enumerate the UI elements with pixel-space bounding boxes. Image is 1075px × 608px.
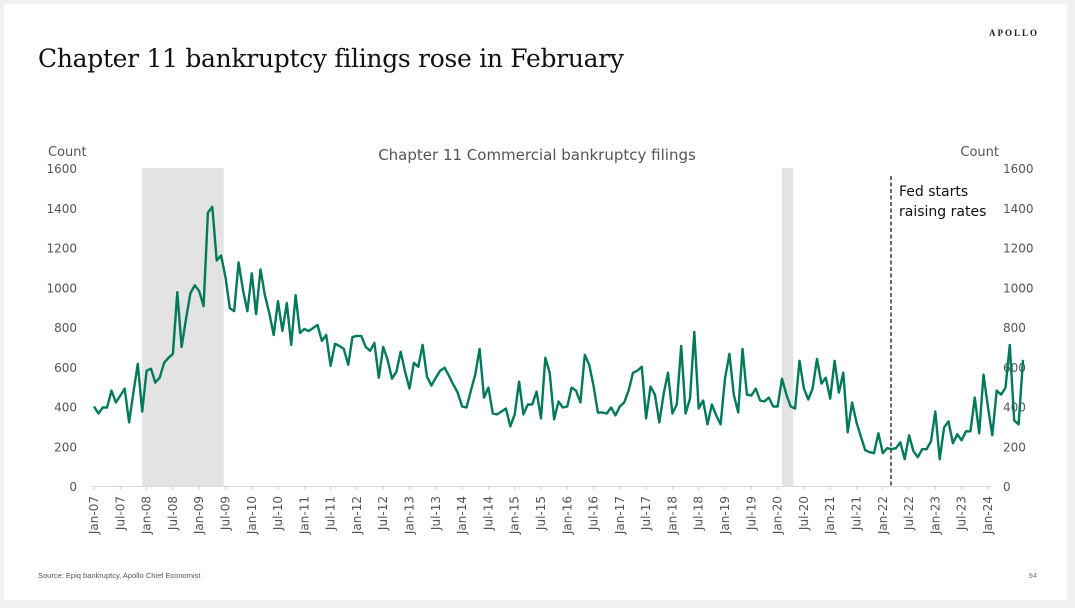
x-tick-Jul-14: Jul-14 <box>481 496 495 531</box>
x-tick-Jul-15: Jul-15 <box>534 496 548 531</box>
x-tick-Jan-10: Jan-10 <box>245 496 259 535</box>
x-tick-Jul-08: Jul-08 <box>166 496 180 531</box>
x-tick-Jan-24: Jan-24 <box>981 496 995 535</box>
fed-annotation: Fed starts raising rates <box>890 176 986 488</box>
x-tick-Jan-14: Jan-14 <box>455 496 469 535</box>
x-tick-Jan-16: Jan-16 <box>560 496 574 535</box>
brand-logo: APOLLO <box>988 28 1039 38</box>
x-tick-Jan-20: Jan-20 <box>771 496 785 535</box>
x-tick-Jan-19: Jan-19 <box>718 496 732 535</box>
y-tick-right-1000: 1000 <box>1003 281 1034 295</box>
slide-title: Chapter 11 bankruptcy filings rose in Fe… <box>38 44 624 73</box>
x-tick-Jul-11: Jul-11 <box>324 496 338 531</box>
series-line-chapter11-filings <box>92 205 1025 461</box>
x-tick-Jul-17: Jul-17 <box>639 496 653 531</box>
chart-title: Chapter 11 Commercial bankruptcy filings <box>378 146 696 164</box>
x-tick-Jul-20: Jul-20 <box>797 496 811 531</box>
y-tick-left-1200: 1200 <box>46 242 77 256</box>
x-tick-Jan-11: Jan-11 <box>297 496 311 535</box>
y-tick-right-1600: 1600 <box>1003 162 1034 176</box>
x-tick-Jul-21: Jul-21 <box>849 496 863 531</box>
y-tick-right-1400: 1400 <box>1003 202 1034 216</box>
fed-annotation-line1: Fed starts <box>899 184 968 200</box>
recession-shading-group <box>142 168 794 486</box>
x-axis: Jan-07 Jul-07 Jan-08 Jul-08 Jan-09 Jul-09 Jan-… <box>87 486 995 535</box>
y-tick-left-0: 0 <box>69 480 77 494</box>
x-tick-Jan-22: Jan-22 <box>876 496 890 535</box>
x-tick-Jan-18: Jan-18 <box>665 496 679 535</box>
x-tick-Jul-12: Jul-12 <box>376 496 390 531</box>
x-tick-Jul-22: Jul-22 <box>902 496 916 531</box>
x-tick-Jul-16: Jul-16 <box>587 496 601 531</box>
x-tick-Jan-08: Jan-08 <box>140 496 154 535</box>
x-tick-Jul-18: Jul-18 <box>692 496 706 531</box>
x-tick-Jan-21: Jan-21 <box>823 496 837 535</box>
y-tick-left-800: 800 <box>54 321 77 335</box>
y-tick-left-400: 400 <box>54 401 77 415</box>
x-tick-Jul-10: Jul-10 <box>271 496 285 531</box>
x-tick-Jan-23: Jan-23 <box>928 496 942 535</box>
source-note: Source: Epiq bankruptcy, Apollo Chief Ec… <box>38 571 201 580</box>
y-tick-right-0: 0 <box>1003 480 1011 494</box>
y-tick-right-800: 800 <box>1003 321 1026 335</box>
y-axis-label-left: Count <box>48 145 87 160</box>
y-axis-label-right: Count <box>960 145 999 160</box>
y-tick-right-200: 200 <box>1003 440 1026 454</box>
x-tick-Jul-23: Jul-23 <box>955 496 969 531</box>
y-tick-right-1200: 1200 <box>1003 242 1034 256</box>
x-tick-Jul-13: Jul-13 <box>429 496 443 531</box>
y-axis-left: 0 200 400 600 800 1000 1200 1400 1600 <box>46 162 77 494</box>
x-tick-Jul-09: Jul-09 <box>218 496 232 531</box>
recession-shading-1 <box>781 168 794 486</box>
y-tick-left-1400: 1400 <box>46 202 77 216</box>
x-tick-Jan-15: Jan-15 <box>508 496 522 535</box>
recession-shading-0 <box>142 168 224 486</box>
fed-annotation-line2: raising rates <box>899 204 986 220</box>
x-tick-Jul-19: Jul-19 <box>744 496 758 531</box>
x-tick-Jan-07: Jan-07 <box>87 496 101 535</box>
y-tick-left-1000: 1000 <box>46 281 77 295</box>
page-number: 94 <box>1028 571 1037 580</box>
x-tick-Jan-09: Jan-09 <box>192 496 206 535</box>
y-tick-left-600: 600 <box>54 361 77 375</box>
y-tick-left-200: 200 <box>54 440 77 454</box>
x-tick-Jan-13: Jan-13 <box>403 496 417 535</box>
x-tick-Jan-12: Jan-12 <box>350 496 364 535</box>
x-tick-Jul-07: Jul-07 <box>113 496 127 531</box>
x-tick-Jan-17: Jan-17 <box>613 496 627 535</box>
y-tick-left-1600: 1600 <box>46 162 77 176</box>
